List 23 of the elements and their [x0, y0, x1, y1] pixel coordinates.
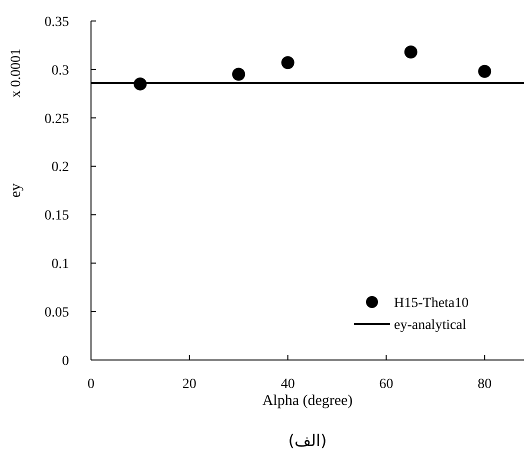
- y-tick-label: 0.1: [52, 257, 69, 272]
- point: [478, 64, 492, 78]
- x-tick-label: 80: [478, 377, 492, 392]
- y-tick-label: 0.25: [44, 112, 69, 127]
- point: [281, 56, 294, 70]
- y-tick-label: 0.35: [44, 14, 69, 30]
- y-tick-label: 0.15: [44, 208, 69, 224]
- legend-label: ey-analytical: [394, 318, 466, 333]
- y-tick-label: 0.2: [52, 160, 69, 176]
- y-tick-label: 0.3: [52, 63, 69, 78]
- point: [404, 45, 418, 58]
- x-tick-label: 20: [182, 377, 196, 392]
- point: [232, 68, 246, 81]
- y-tick-label: 0: [62, 354, 69, 369]
- legend-label: H15-Theta10: [394, 296, 469, 311]
- x-tick-label: 60: [379, 377, 394, 392]
- text: x 0.0001: [9, 48, 24, 98]
- y-axis-title: ey: [8, 182, 24, 198]
- text: (الف): [288, 431, 327, 450]
- y-tick-label: 0.05: [44, 305, 69, 320]
- x-tick-label: 40: [280, 377, 295, 392]
- x-axis-title: Alpha (degree): [262, 393, 353, 409]
- x-tick-label: 0: [88, 377, 94, 392]
